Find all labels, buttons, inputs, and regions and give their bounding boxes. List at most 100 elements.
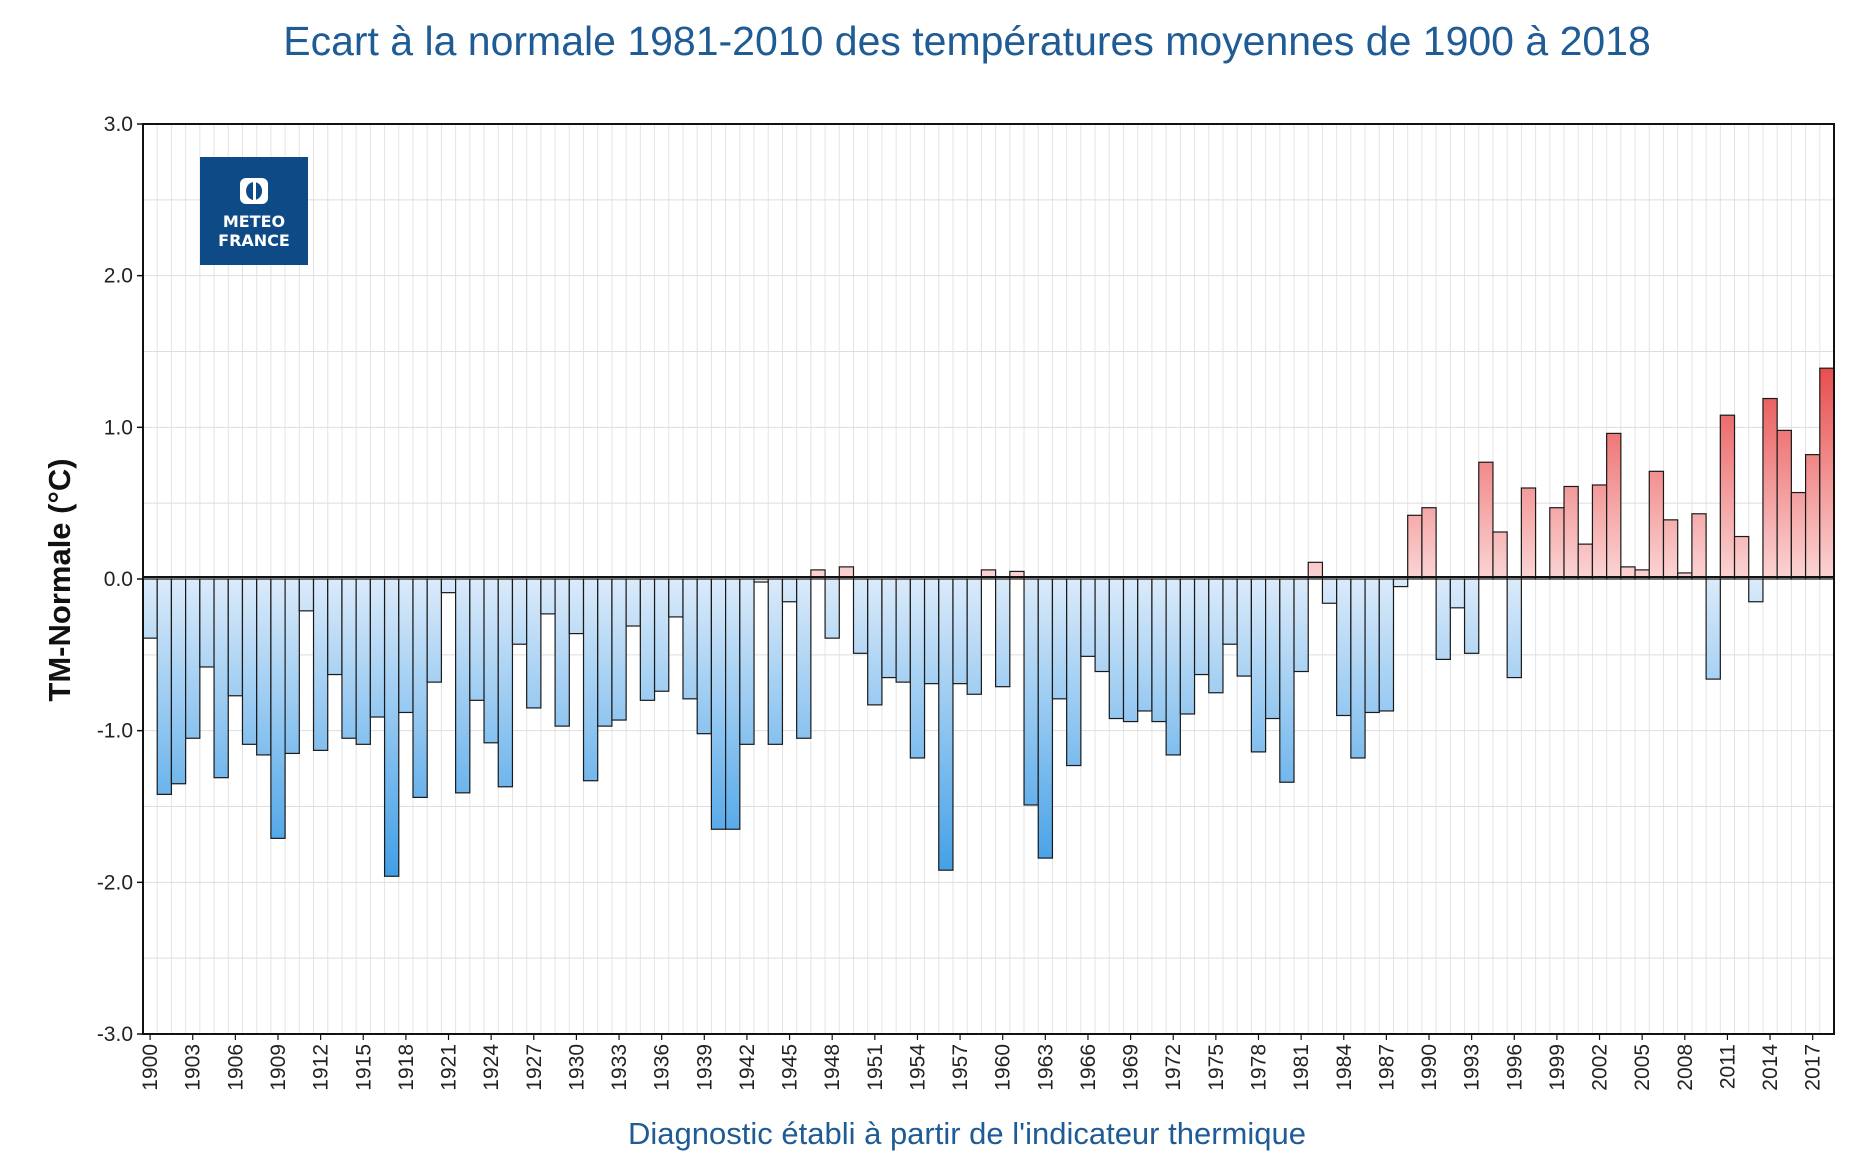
bar-1955 bbox=[923, 578, 940, 685]
bar-1996 bbox=[1506, 578, 1522, 679]
bar-1930 bbox=[568, 578, 585, 635]
x-tick-label: 1942 bbox=[736, 1044, 759, 1091]
bar-1985 bbox=[1350, 578, 1366, 759]
bar-1901 bbox=[156, 578, 173, 795]
meteo-france-logo: METEO FRANCE bbox=[200, 157, 308, 265]
bar-1924 bbox=[483, 578, 499, 744]
x-axis-label: Diagnostic établi à partir de l'indicate… bbox=[628, 1116, 1306, 1151]
x-tick-label: 1951 bbox=[864, 1044, 887, 1091]
y-tick-label: 2.0 bbox=[104, 265, 133, 288]
x-tick-label: 1987 bbox=[1375, 1044, 1398, 1091]
bar-1936 bbox=[653, 578, 670, 692]
bar-1913 bbox=[327, 578, 343, 676]
bar-1917 bbox=[383, 578, 400, 877]
x-tick-label: 2008 bbox=[1674, 1044, 1697, 1091]
x-tick-label: 1915 bbox=[352, 1044, 375, 1091]
x-tick-label: 1912 bbox=[310, 1044, 333, 1091]
x-tick-label: 1978 bbox=[1247, 1044, 1270, 1091]
x-tick-label: 1990 bbox=[1418, 1044, 1441, 1091]
bar-2007 bbox=[1662, 519, 1679, 580]
logo-emblem-icon bbox=[240, 178, 268, 204]
bar-1966 bbox=[1080, 578, 1096, 657]
bar-1959 bbox=[980, 569, 997, 580]
bar-2003 bbox=[1606, 432, 1622, 580]
bar-1989 bbox=[1407, 514, 1423, 580]
logo-background bbox=[200, 157, 308, 265]
bar-1950 bbox=[852, 578, 869, 654]
x-tick-label: 1984 bbox=[1333, 1044, 1356, 1091]
bar-1999 bbox=[1549, 507, 1565, 580]
bar-1940 bbox=[710, 578, 727, 830]
x-tick-label: 1906 bbox=[224, 1044, 247, 1091]
y-axis-label: TM-Normale (°C) bbox=[42, 458, 77, 701]
bar-1962 bbox=[1023, 578, 1039, 806]
bar-2002 bbox=[1591, 484, 1608, 580]
bar-1935 bbox=[639, 578, 656, 701]
bar-1964 bbox=[1051, 578, 1068, 700]
bar-1932 bbox=[597, 578, 613, 727]
bar-1929 bbox=[554, 578, 570, 727]
bar-1974 bbox=[1193, 578, 1210, 676]
bar-1954 bbox=[909, 578, 926, 759]
x-tick-label: 1981 bbox=[1290, 1044, 1313, 1091]
x-tick-label: 1960 bbox=[992, 1044, 1015, 1091]
bar-1948 bbox=[824, 578, 840, 639]
bar-2018 bbox=[1819, 367, 1835, 580]
bar-1920 bbox=[426, 578, 443, 683]
y-tick-label: 3.0 bbox=[104, 113, 133, 136]
x-tick-label: 1930 bbox=[565, 1044, 588, 1091]
bar-1912 bbox=[312, 578, 329, 751]
bar-2013 bbox=[1748, 578, 1764, 603]
logo-text-france: FRANCE bbox=[218, 231, 290, 250]
x-tick-label: 1903 bbox=[182, 1044, 205, 1091]
x-tick-label: 1933 bbox=[608, 1044, 631, 1091]
bar-1914 bbox=[341, 578, 357, 739]
bar-1900 bbox=[142, 578, 158, 639]
bar-1902 bbox=[170, 578, 187, 785]
bar-1953 bbox=[895, 578, 911, 683]
bar-1994 bbox=[1478, 461, 1494, 580]
logo-text-meteo: METEO bbox=[223, 212, 285, 231]
bar-1938 bbox=[682, 578, 698, 700]
bars bbox=[142, 367, 1835, 877]
bar-1909 bbox=[270, 578, 286, 839]
x-tick-label: 1948 bbox=[821, 1044, 844, 1091]
bar-1963 bbox=[1037, 578, 1054, 859]
bar-1928 bbox=[540, 578, 556, 615]
bar-1988 bbox=[1392, 578, 1409, 588]
x-tick-label: 1936 bbox=[651, 1044, 674, 1091]
bar-1979 bbox=[1264, 578, 1281, 720]
x-tick-label: 1999 bbox=[1546, 1044, 1569, 1091]
x-tick-label: 1918 bbox=[395, 1044, 418, 1091]
bar-1943 bbox=[753, 578, 769, 583]
x-tick-label: 1927 bbox=[523, 1044, 546, 1091]
bar-1945 bbox=[781, 578, 798, 603]
bar-1925 bbox=[497, 578, 514, 788]
x-tick-label: 1963 bbox=[1034, 1044, 1057, 1091]
bar-1971 bbox=[1151, 578, 1167, 723]
bar-1910 bbox=[284, 578, 300, 755]
x-tick-label: 1996 bbox=[1503, 1044, 1526, 1091]
bar-1958 bbox=[966, 578, 982, 695]
bar-1975 bbox=[1208, 578, 1224, 694]
bar-1916 bbox=[369, 578, 386, 718]
x-tick-label: 2002 bbox=[1589, 1044, 1612, 1091]
bar-1937 bbox=[668, 578, 684, 618]
bar-1977 bbox=[1236, 578, 1252, 677]
x-tick-label: 1945 bbox=[779, 1044, 802, 1091]
bar-2000 bbox=[1563, 485, 1579, 580]
x-tick-label: 2017 bbox=[1802, 1044, 1825, 1091]
bar-1952 bbox=[881, 578, 897, 679]
bar-1926 bbox=[511, 578, 528, 645]
x-tick-label: 2014 bbox=[1759, 1044, 1782, 1091]
x-tick-label: 1993 bbox=[1461, 1044, 1484, 1091]
bar-1992 bbox=[1449, 578, 1466, 609]
bar-1972 bbox=[1165, 578, 1181, 756]
bar-2014 bbox=[1762, 397, 1778, 580]
bar-1947 bbox=[810, 569, 826, 580]
bar-1965 bbox=[1066, 578, 1082, 767]
bar-2017 bbox=[1804, 454, 1821, 580]
bar-2011 bbox=[1719, 414, 1736, 580]
bar-1980 bbox=[1279, 578, 1295, 783]
